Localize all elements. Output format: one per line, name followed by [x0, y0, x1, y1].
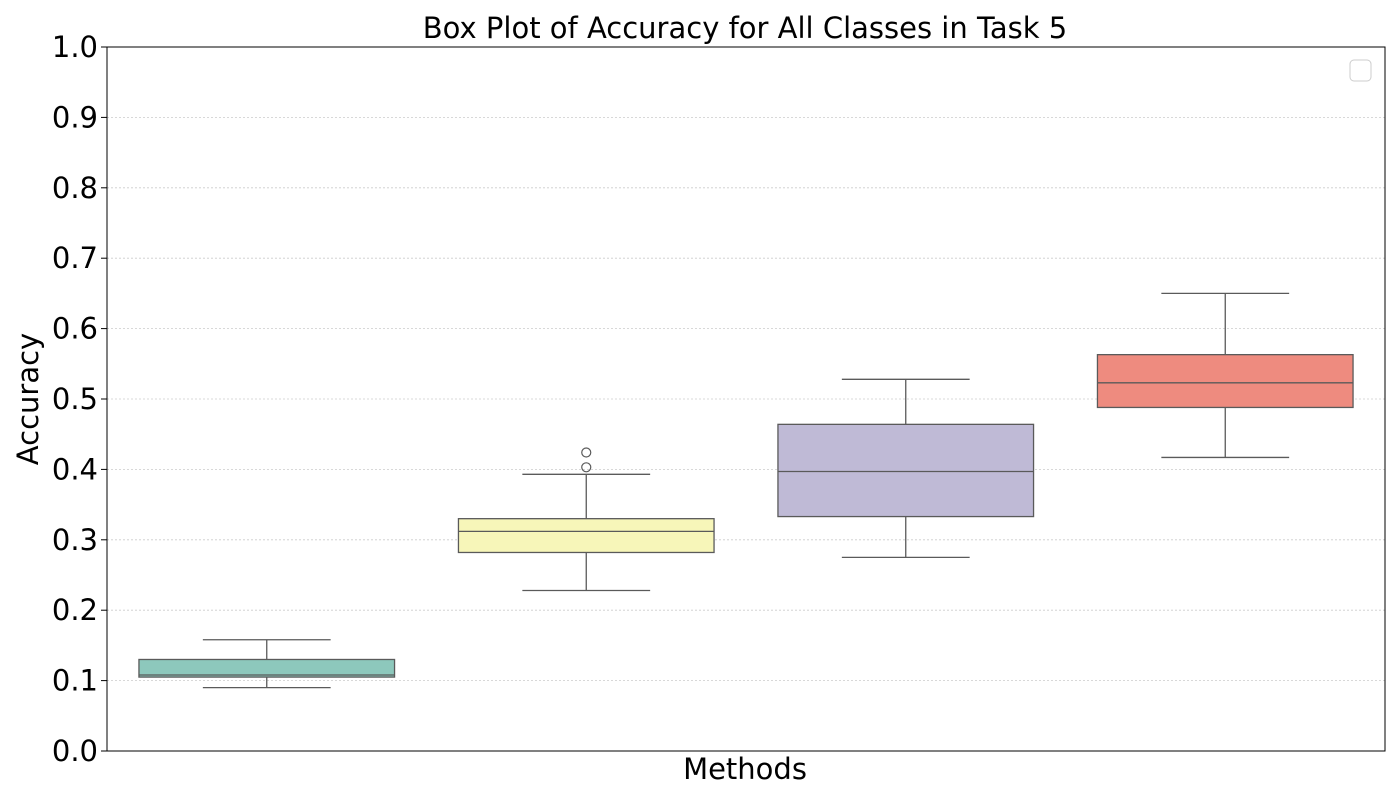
y-axis-label: Accuracy [11, 333, 45, 465]
y-tick-label: 0.3 [52, 523, 98, 557]
y-tick-labels: 0.0 0.1 0.2 0.3 0.4 0.5 0.6 0.7 0.8 0.9 1.0 [52, 30, 107, 768]
chart-title: Box Plot of Accuracy for All Classes in … [423, 11, 1067, 45]
box-iqr [777, 423, 1035, 518]
x-axis-label: Methods [683, 752, 807, 786]
outlier-point [581, 447, 592, 458]
box-iqr [1096, 353, 1354, 409]
box-group [457, 447, 715, 592]
box-iqr [138, 658, 396, 678]
legend-box [1349, 59, 1372, 82]
box-group [138, 639, 396, 689]
boxes-layer [138, 292, 1354, 689]
outlier-point [581, 462, 592, 473]
y-tick-label: 0.9 [52, 100, 98, 134]
y-tick-label: 0.0 [52, 734, 98, 768]
box-iqr [457, 518, 715, 554]
y-tick-label: 0.5 [52, 382, 98, 416]
box-group [777, 378, 1035, 559]
y-tick-label: 0.1 [52, 664, 98, 698]
y-tick-label: 0.4 [52, 452, 98, 486]
box-group [1096, 292, 1354, 459]
y-tick-label: 0.2 [52, 593, 98, 627]
y-tick-label: 0.7 [52, 241, 98, 275]
y-tick-label: 1.0 [52, 30, 98, 64]
y-tick-label: 0.6 [52, 312, 98, 346]
y-tick-label: 0.8 [52, 171, 98, 205]
